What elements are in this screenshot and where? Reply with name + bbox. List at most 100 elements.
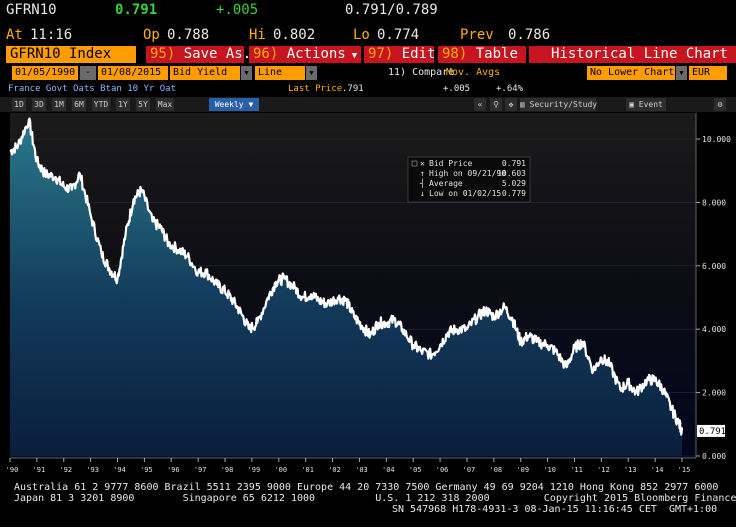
x-tick-label: '01 [301,466,314,474]
actions-button[interactable]: 96) Actions ▼ [249,46,361,63]
net-change: +.005 [216,2,259,18]
high-value: 0.802 [273,27,316,43]
time-value: 11:16 [30,27,73,43]
x-tick-label: '05 [409,466,422,474]
edit-button[interactable]: 97) Edit▼ [364,46,447,63]
x-tick-label: '92 [59,466,72,474]
average-marker-icon: ┤ [419,178,425,188]
y-tick-label: 2.000 [702,389,726,398]
yield-line [9,117,684,436]
range-button-3d[interactable]: 3D [32,98,46,111]
open-value: 0.788 [167,27,210,43]
open-label: Op [143,27,160,43]
footer-line-2: Japan 81 3 3201 8900 Singapore 65 6212 1… [14,493,736,504]
bid-ask: 0.791/0.789 [345,2,438,18]
zoom-icon[interactable]: ⚲ [490,98,502,111]
x-tick-label: '04 [382,466,395,474]
x-tick-label: '10 [543,466,556,474]
security-tab[interactable]: GFRN10 Index [6,46,136,63]
x-tick-label: '96 [167,466,180,474]
compare-button[interactable]: 11) Compare [388,67,455,78]
chevron-down-icon[interactable]: ▼ [241,66,252,80]
security-description: France Govt Oats Btan 10 Yr Oat [8,84,176,94]
range-button-1m[interactable]: 1M [52,98,66,111]
start-date-field[interactable]: 01/05/1990 [12,66,78,80]
legend-low-label: Low on 01/02/15 [429,189,501,198]
range-button-5y[interactable]: 5Y [136,98,150,111]
prev-value: 0.786 [508,27,551,43]
prev-label: Prev [460,27,494,43]
x-tick-label: '90 [6,466,19,474]
currency-selector[interactable]: EUR [689,66,727,80]
lower-chart-selector[interactable]: No Lower Chart [587,66,675,80]
x-tick-label: '09 [516,466,529,474]
y-tick-label: 10.000 [702,135,731,144]
x-tick-label: '14 [651,466,664,474]
last-price-label: Last Price [288,84,343,94]
settings-icon[interactable]: ⚙ [714,98,726,111]
x-tick-label: '08 [490,466,503,474]
range-button-6m[interactable]: 6M [72,98,86,111]
chevron-down-icon: ▼ [248,100,254,109]
legend-x-icon: ✕ [420,159,425,168]
pan-icon[interactable]: ✥ [505,98,517,111]
low-marker-icon: ↓ [420,189,425,198]
high-marker-icon: ↑ [420,169,425,178]
legend-high-label: High on 09/21/90 [429,169,506,178]
yield-area [10,118,682,456]
x-tick-label: '11 [570,466,583,474]
chevron-down-icon[interactable]: ▼ [676,66,687,80]
info-pct-change: +.64% [496,84,524,94]
date-separator: - [80,66,96,80]
last-price-value: .791 [342,84,364,94]
x-tick-label: '12 [597,466,610,474]
chevron-down-icon[interactable]: ▼ [306,66,317,80]
range-button-1y[interactable]: 1Y [116,98,130,111]
legend-average-value: 5.029 [502,179,526,188]
collapse-icon[interactable]: « [474,98,486,111]
x-tick-label: '15 [678,466,691,474]
y-tick-label: 8.000 [702,198,726,207]
table-button[interactable]: 98) Table [438,46,526,63]
x-axis: '90 '91 '92 '93 '94 '95 '96 '97 '98 '99 '00 '01 '02 '… [6,457,696,474]
range-button-ytd[interactable]: YTD [92,98,110,111]
last-value-tag: 0.791 [697,424,726,437]
x-tick-label: '91 [33,466,46,474]
moving-averages-button[interactable]: Mov. Avgs [446,67,501,78]
footer-line-1: Australia 61 2 9777 8600 Brazil 5511 239… [14,482,719,493]
y-tick-label: 0.000 [702,452,726,461]
end-date-field[interactable]: 01/08/2015 [98,66,168,80]
range-button-max[interactable]: Max [156,98,174,111]
x-tick-label: '99 [248,466,261,474]
event-icon: ▣ [629,100,634,109]
event-button[interactable]: ▣ Event [626,98,666,111]
legend-low-value: 0.779 [502,189,526,198]
field-selector[interactable]: Bid Yield [170,66,240,80]
chart-legend[interactable]: ✕ Bid Price 0.791 ↑ High on 09/21/90 10.… [407,156,531,203]
style-selector[interactable]: Line [255,66,305,80]
x-tick-label: '98 [221,466,234,474]
x-tick-label: '00 [274,466,287,474]
security-info: France Govt Oats Btan 10 Yr Oat Last Pri… [0,83,736,95]
x-tick-label: '02 [328,466,341,474]
save-as-button[interactable]: 95) Save As... [146,46,268,63]
legend-high-value: 10.603 [497,169,526,178]
x-tick-label: '13 [624,466,637,474]
x-tick-label: '97 [194,466,207,474]
low-value: 0.774 [377,27,420,43]
x-tick-label: '07 [463,466,476,474]
range-button-1d[interactable]: 1D [12,98,26,111]
x-tick-label: '03 [355,466,368,474]
period-selector[interactable]: Weekly ▼ [209,98,259,111]
info-change: +.005 [443,84,471,94]
high-label: Hi [249,27,266,43]
time-label: At [6,27,23,43]
security-study-button[interactable]: ▥ Security/Study [520,98,598,111]
x-tick-label: '95 [140,466,153,474]
footer-line-3: SN 547968 H178-4931-3 08-Jan-15 11:16:45… [392,504,718,515]
last-price: 0.791 [115,2,158,18]
function-title: Historical Line Chart [529,46,736,63]
low-label: Lo [353,27,370,43]
chart-toolbar: 1D 3D 1M 6M YTD 1Y 5Y Max Weekly ▼ « ⚲ ✥ ▥ Secu… [0,97,736,112]
